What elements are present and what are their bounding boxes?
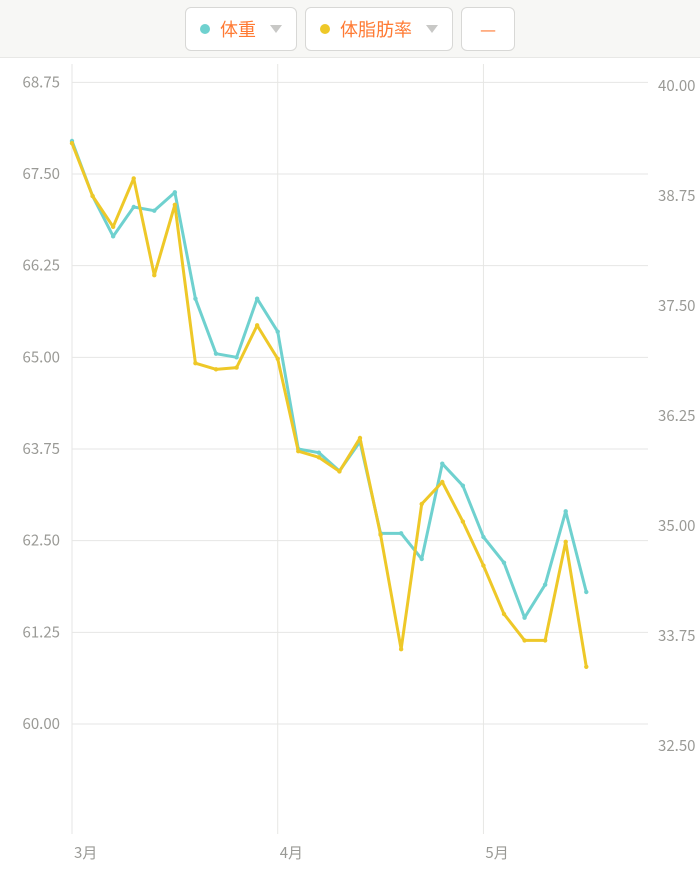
chevron-down-icon [426,25,438,33]
bodyfat-point [522,638,526,642]
y-left-tick-label: 61.25 [23,621,60,642]
bodyfat-point [502,612,506,616]
weight-point [584,590,588,594]
weight-point [234,355,238,359]
bodyfat-point [234,365,238,369]
weight-point [214,351,218,355]
bodyfat-point [276,357,280,361]
weight-point [440,461,444,465]
bodyfat-point [564,540,568,544]
weight-point [173,190,177,194]
y-left-tick-label: 62.50 [23,530,60,551]
bodyfat-point [481,563,485,567]
bodyfat-point [317,455,321,459]
bodyfat-point [296,449,300,453]
weight-line [72,141,586,618]
weight-point [481,535,485,539]
bodyfat-line [72,143,586,667]
y-left-tick-label: 63.75 [23,438,60,459]
bodyfat-point [543,638,547,642]
weight-point [522,615,526,619]
bodyfat-point [70,141,74,145]
weight-point [276,329,280,333]
weight-selector[interactable]: 体重 [185,7,297,51]
weight-point [461,483,465,487]
y-left-tick-label: 68.75 [23,71,60,92]
y-right-tick-label: 40.00 [658,75,695,96]
bodyfat-point [461,519,465,523]
weight-point [564,509,568,513]
weight-point [399,531,403,535]
y-right-tick-label: 35.00 [658,515,695,536]
bodyfat-point [255,323,259,327]
bodyfat-selector-label: 体脂肪率 [340,16,412,42]
empty-selector-label: — [480,16,496,42]
bodyfat-point [399,647,403,651]
x-tick-label: 5月 [485,842,508,863]
weight-point [543,582,547,586]
empty-series-selector[interactable]: — [461,7,515,51]
y-left-tick-label: 60.00 [23,713,60,734]
y-left-tick-label: 65.00 [23,346,60,367]
weight-selector-label: 体重 [220,16,256,42]
y-right-tick-label: 37.50 [658,295,695,316]
chevron-down-icon [270,25,282,33]
y-right-tick-label: 38.75 [658,185,695,206]
bodyfat-point [337,469,341,473]
bodyfat-point [584,665,588,669]
bodyfat-point [111,225,115,229]
chart-svg: 60.00 61.25 62.50 63.75 65.00 66.25 67.50 68.75… [0,58,700,875]
chart-area: 60.00 61.25 62.50 63.75 65.00 66.25 67.50 68.75… [0,58,700,875]
weight-point [255,296,259,300]
y-left-tick-label: 67.50 [23,163,60,184]
weight-point [111,234,115,238]
bodyfat-point [214,367,218,371]
bodyfat-point [193,361,197,365]
bodyfat-selector[interactable]: 体脂肪率 [305,7,453,51]
bodyfat-point [152,273,156,277]
y-left-tick-label: 66.25 [23,255,60,276]
y-right-tick-label: 32.50 [658,735,695,756]
x-tick-label: 3月 [74,842,97,863]
weight-point [132,205,136,209]
y-right-tick-label: 36.25 [658,405,695,426]
bodyfat-point [378,533,382,537]
weight-point [317,450,321,454]
weight-point [502,560,506,564]
bodyfat-series-dot-icon [320,24,330,34]
bodyfat-point [173,203,177,207]
weight-point [152,208,156,212]
x-tick-label: 4月 [280,842,303,863]
weight-point [193,296,197,300]
bodyfat-point [90,194,94,198]
bodyfat-point [358,436,362,440]
header-bar: 体重 体脂肪率 — [0,0,700,58]
weight-point [420,557,424,561]
y-right-tick-label: 33.75 [658,625,695,646]
bodyfat-point [420,502,424,506]
weight-series-dot-icon [200,24,210,34]
bodyfat-point [132,176,136,180]
bodyfat-point [440,480,444,484]
